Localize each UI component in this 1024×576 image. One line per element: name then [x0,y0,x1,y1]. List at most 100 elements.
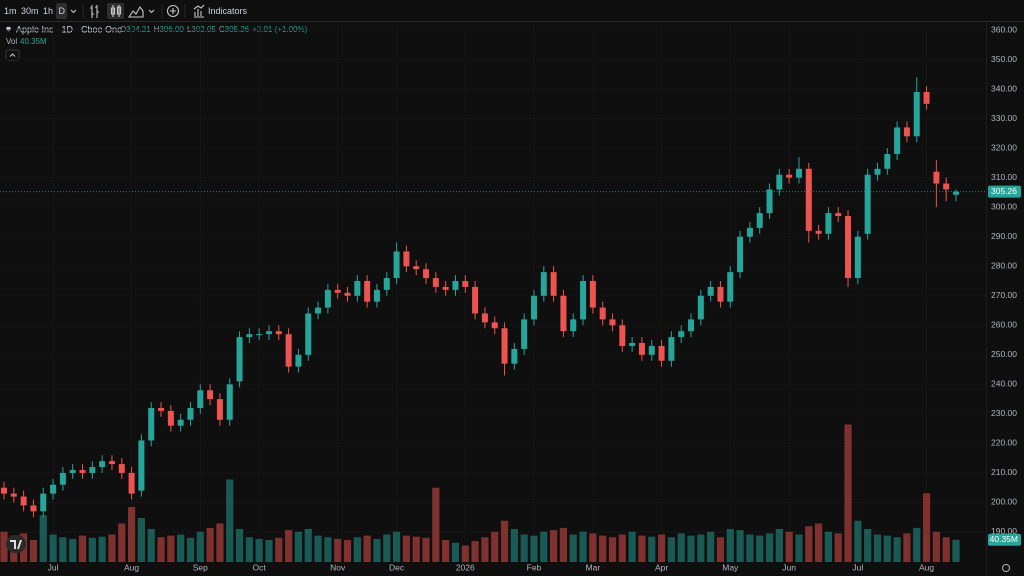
y-tick-label: 270.00 [991,290,1017,300]
candle-body [275,331,282,335]
volume-bar [432,487,440,562]
x-tick-label: Oct [253,562,267,572]
volume-bar [510,529,518,562]
candle-body [805,168,812,231]
volume-bar [638,535,646,562]
candle-body [148,407,155,441]
candle-body [373,289,380,302]
y-tick-label: 360.00 [991,24,1017,34]
volume-bar [88,537,96,562]
area-icon[interactable] [127,6,144,18]
plot-area: 190.00 200.00 210.00 220.00 230.00 240.00 250.… [0,22,1021,572]
candle-body [30,505,37,512]
candle-body [344,292,351,296]
y-tick-label: 330.00 [991,113,1017,123]
interval[interactable]: 30m [21,6,39,16]
volume-bar [304,529,312,562]
candle-body [580,281,587,320]
candle-body [737,236,744,273]
volume-bar [177,534,185,562]
candle-body [118,464,125,473]
chart-type-menu[interactable] [148,9,155,14]
volume-bar [952,539,960,562]
volume-name: Vol [6,37,17,46]
candle-body [472,286,479,314]
volume-bar [569,534,577,562]
candle-body [334,289,341,293]
interval[interactable]: 1m [4,6,17,16]
candle-body [501,328,508,364]
volume-bar [540,531,548,562]
volume-bar [0,531,8,562]
candle-body [570,319,577,332]
interval[interactable]: 1h [43,6,53,16]
candle-body [432,278,439,287]
x-tick-label: Dec [389,562,405,572]
candle-body [530,295,537,320]
volume-bar [127,507,136,562]
volume-bar [657,534,666,562]
volume-bar [873,534,882,562]
candle-body [305,313,312,355]
y-tick-label: 320.00 [991,142,1017,152]
volume-bar [844,424,852,562]
candle-body [511,348,518,364]
y-tick-label: 190.00 [991,526,1017,536]
y-tick-label: 240.00 [991,379,1017,389]
volume-bar [108,534,116,562]
volume-bar [814,523,823,562]
y-tick-label: 310.00 [991,172,1017,182]
volume-bar [373,538,381,562]
volume-bar [599,535,607,562]
volume-bar [29,540,38,562]
volume-bar [206,527,214,562]
volume-bar [481,537,489,562]
volume-bar [265,540,273,562]
volume-bar [805,526,813,562]
candle-body [108,461,115,465]
volume-tag-label: 40.35M [990,534,1018,544]
volume-bar [196,531,204,562]
candle-body [89,467,96,473]
candle-body [403,251,410,267]
candle-body [50,484,57,494]
indicators-icon[interactable] [193,4,205,18]
collapse-icon[interactable] [9,53,16,57]
interval-selected[interactable] [56,3,67,19]
settings-icon[interactable] [1002,564,1010,572]
volume-bar [412,536,420,562]
compare-icon[interactable] [166,4,180,18]
candle-body [40,493,47,512]
symbol-title[interactable]: Apple Inc · 1D · Cboe One [16,24,122,34]
compare-plus[interactable] [170,8,176,14]
volume-bar [442,540,450,562]
interval-menu[interactable] [70,9,77,14]
candles-selected[interactable] [107,3,124,19]
volume-bar [795,534,803,562]
volume-bar [186,537,195,562]
indicators-button[interactable]: Indicators [208,6,248,16]
volume-bar [628,531,636,562]
candle-body [540,272,547,296]
volume-bar [530,535,538,562]
y-tick-label: 220.00 [991,438,1017,448]
candle-body [589,281,596,308]
candles-icon[interactable] [110,5,122,17]
volume-bar [716,537,725,562]
volume-bar [913,527,921,562]
candle-body [766,189,773,214]
candle-body [688,319,695,332]
volume-bar [245,537,253,562]
y-tick-label: 260.00 [991,320,1017,330]
y-tick-label: 200.00 [991,497,1017,507]
candle-body [59,472,66,485]
volume-bar [285,530,293,562]
interval[interactable]: D [59,6,66,16]
candle-body [933,171,940,184]
candle-body [550,272,557,296]
bars-icon[interactable] [90,5,99,18]
x-tick-label: Sep [193,562,208,572]
candle-body [158,407,165,411]
